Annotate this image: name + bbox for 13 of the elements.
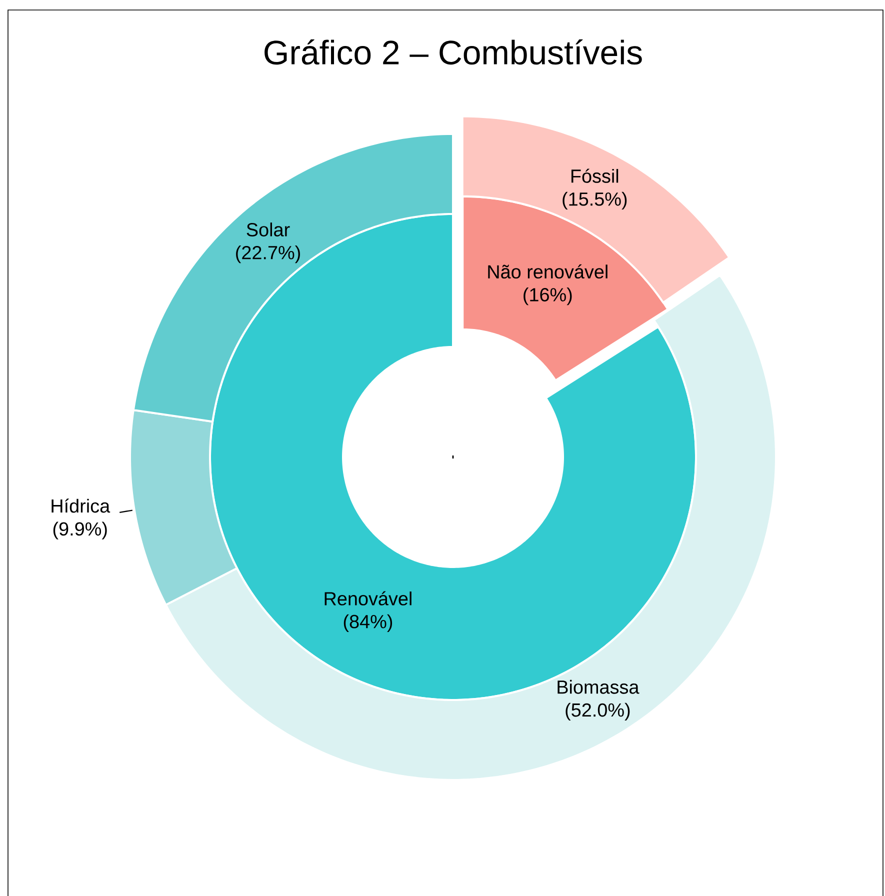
slice-label: Solar [246,222,290,236]
chart-title: Gráfico 2 – Combustíveis [264,39,642,65]
data-label: (9.9%) [53,522,107,540]
data-label: (22.7%) [236,245,300,264]
slice-label: Biomassa [558,680,640,694]
data-label: (84%) [344,614,392,632]
data-label: (52.0%) [566,702,630,720]
slice-label: Não renovável [488,264,608,279]
data-label: (16%) [524,288,572,306]
slice-label: Hídrica [52,498,110,513]
data-label: (15.5%) [562,192,627,210]
slice-label: Fóssil [571,168,618,183]
slice-label: Renovável [324,591,412,606]
